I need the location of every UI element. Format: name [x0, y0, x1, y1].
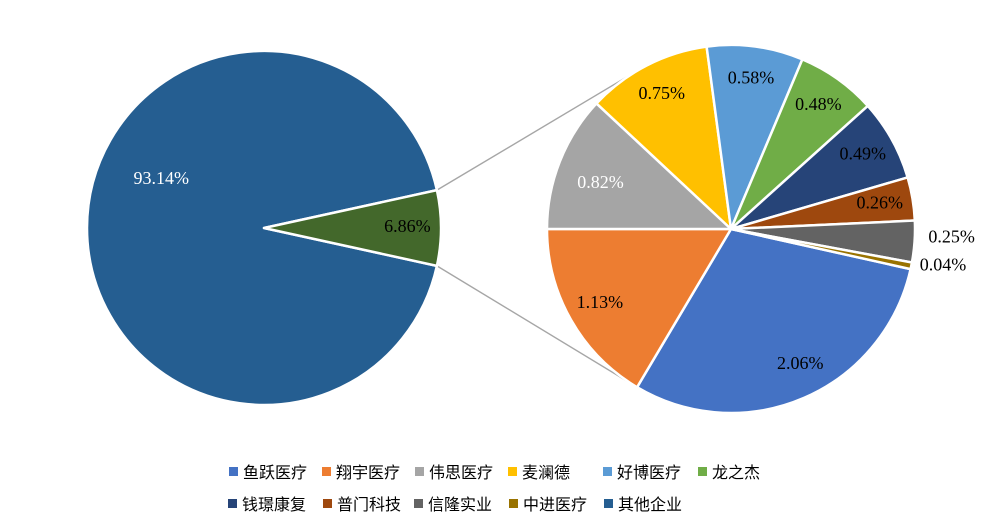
- data-label-龙之杰: 0.48%: [795, 94, 842, 114]
- pie-slice-麦澜德: [595, 45, 733, 231]
- data-label-钱璟康复: 0.49%: [840, 144, 887, 164]
- data-label-普门科技: 0.26%: [857, 192, 904, 212]
- data-label-其他企业: 93.14%: [134, 168, 190, 188]
- data-label-伟思医疗: 0.82%: [577, 172, 624, 192]
- pie-slice-伟思医疗: [545, 102, 733, 231]
- pie-slice-鱼跃医疗: [635, 227, 912, 415]
- data-label-好博医疗: 0.58%: [728, 68, 775, 88]
- data-label-6.86%: 6.86%: [384, 216, 431, 236]
- series-connector-line: [436, 265, 638, 388]
- pie-slice-好博医疗: [705, 43, 804, 231]
- pie-slice-其他企业: [85, 49, 439, 407]
- data-label-翔宇医疗: 1.13%: [577, 292, 624, 312]
- pie-slice-翔宇医疗: [545, 227, 733, 389]
- data-label-中进医疗: 0.04%: [920, 255, 967, 275]
- data-label-信隆实业: 0.25%: [928, 227, 975, 247]
- pie-slice-6.86%: [262, 188, 443, 268]
- data-label-麦澜德: 0.75%: [639, 83, 686, 103]
- data-label-鱼跃医疗: 2.06%: [777, 353, 824, 373]
- series-connector-line: [436, 72, 634, 191]
- pie-slice-中进医疗: [729, 227, 914, 271]
